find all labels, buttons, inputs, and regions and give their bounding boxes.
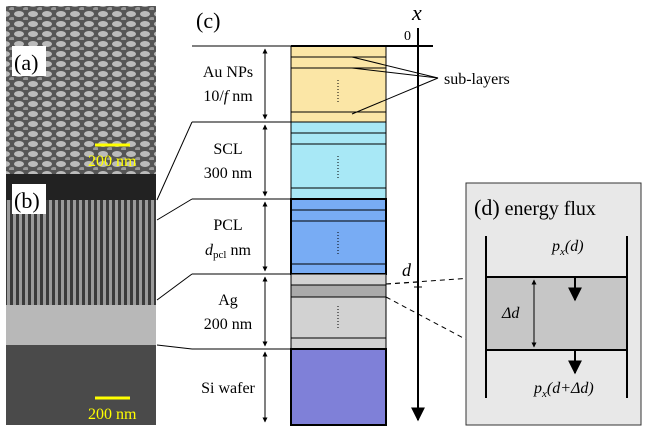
panel-label: (b) (14, 188, 40, 213)
layer-name: Au NPs (203, 64, 253, 81)
layer-thickness: dpcl nm (205, 242, 251, 261)
layer-name: SCL (213, 141, 242, 158)
scale-text: 200 nm (88, 406, 137, 423)
layer-name: Si wafer (201, 380, 255, 397)
layer-si (291, 349, 386, 425)
layer-name: Ag (218, 292, 238, 309)
sem-image-a (6, 6, 156, 174)
layer-thickness: 300 nm (204, 165, 253, 182)
origin-label: 0 (404, 29, 411, 44)
panel-label: (a) (14, 50, 38, 75)
layer-name: PCL (213, 217, 242, 234)
sem-layer (6, 305, 156, 345)
axis-label: x (411, 0, 422, 25)
annotation: sub-layers (444, 71, 510, 88)
sublayer (291, 285, 386, 297)
scale-text: 200 nm (88, 153, 137, 170)
layer-thickness: 10/f nm (203, 88, 253, 105)
figure: (a) 200 nm (b) 200 nm (c) Au NPs 10/f nm… (0, 0, 648, 431)
thickness-label: Δd (501, 305, 520, 322)
layer-scl (291, 122, 386, 199)
dashed-connector (386, 282, 420, 284)
layer-thickness: 200 nm (204, 316, 253, 333)
layer-labels: Au NPs 10/f nm SCL 300 nm PCL dpcl nm Ag… (201, 64, 255, 397)
sem-layer (6, 200, 156, 305)
panel-label: (c) (196, 8, 220, 33)
depth-label: d (402, 260, 412, 280)
panel-d-title: (d) energy flux (474, 195, 596, 220)
